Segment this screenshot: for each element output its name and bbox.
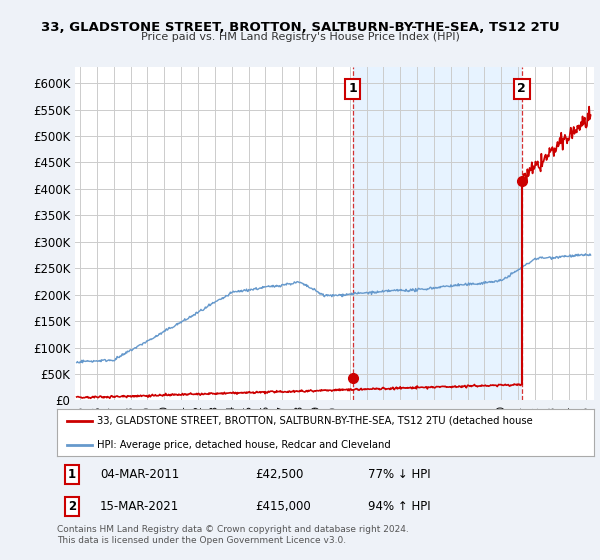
Text: 04-MAR-2011: 04-MAR-2011 [100, 468, 179, 481]
Text: 33, GLADSTONE STREET, BROTTON, SALTBURN-BY-THE-SEA, TS12 2TU: 33, GLADSTONE STREET, BROTTON, SALTBURN-… [41, 21, 559, 34]
Text: 15-MAR-2021: 15-MAR-2021 [100, 500, 179, 513]
Text: £415,000: £415,000 [256, 500, 311, 513]
Text: 2: 2 [68, 500, 76, 513]
Text: 94% ↑ HPI: 94% ↑ HPI [368, 500, 431, 513]
Text: 1: 1 [68, 468, 76, 481]
Text: Contains HM Land Registry data © Crown copyright and database right 2024.
This d: Contains HM Land Registry data © Crown c… [57, 525, 409, 545]
Text: 33, GLADSTONE STREET, BROTTON, SALTBURN-BY-THE-SEA, TS12 2TU (detached house: 33, GLADSTONE STREET, BROTTON, SALTBURN-… [97, 416, 533, 426]
Text: HPI: Average price, detached house, Redcar and Cleveland: HPI: Average price, detached house, Redc… [97, 440, 391, 450]
Text: 77% ↓ HPI: 77% ↓ HPI [368, 468, 431, 481]
Text: Price paid vs. HM Land Registry's House Price Index (HPI): Price paid vs. HM Land Registry's House … [140, 32, 460, 43]
Bar [353, 67, 522, 400]
Text: £42,500: £42,500 [256, 468, 304, 481]
Text: 2: 2 [517, 82, 526, 95]
Text: 1: 1 [348, 82, 357, 95]
